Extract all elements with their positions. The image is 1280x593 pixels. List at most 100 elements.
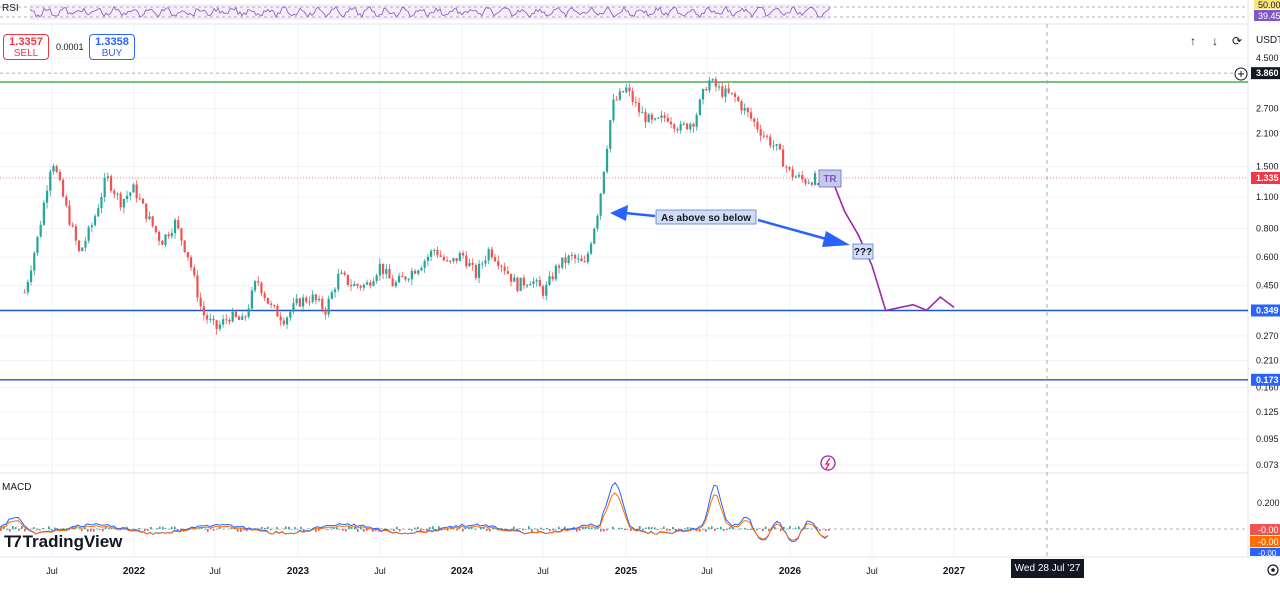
price-tick-8: 0.270 <box>1256 331 1279 341</box>
candle-body <box>247 308 250 317</box>
candle-body <box>324 309 327 315</box>
candle-body <box>743 107 746 111</box>
macd-bar <box>264 527 266 529</box>
macd-bar <box>594 528 596 529</box>
macd-bar <box>606 529 608 531</box>
candle-body <box>740 101 743 111</box>
time-tick-8: Jul <box>701 566 713 576</box>
macd-bar <box>690 527 692 529</box>
candle-body <box>759 129 762 136</box>
candle-body <box>490 249 493 258</box>
candle-body <box>103 178 106 198</box>
macd-bar <box>756 529 758 531</box>
macd-bar <box>483 527 485 529</box>
candle-body <box>557 265 561 268</box>
candle-body <box>695 114 698 127</box>
candle-body <box>157 231 161 241</box>
candle-body <box>769 136 772 146</box>
candle-body <box>337 273 340 290</box>
rsi-pane <box>0 4 1248 20</box>
add-alert-icon[interactable] <box>1234 67 1248 81</box>
arrow-up-icon[interactable]: ↑ <box>1190 34 1196 48</box>
candle-body <box>442 256 445 261</box>
candle-body <box>551 276 554 280</box>
candle-body <box>797 175 801 177</box>
candle-body <box>804 179 807 184</box>
candle-body <box>785 166 788 168</box>
refresh-icon[interactable]: ⟳ <box>1231 34 1243 48</box>
candle-body <box>554 265 557 280</box>
macd-bar <box>276 526 278 529</box>
rsi-value: 39.45 <box>1258 11 1280 21</box>
macd-bar <box>663 526 665 529</box>
macd-bar <box>537 529 539 532</box>
macd-bar <box>363 529 365 532</box>
candle-body <box>413 270 417 274</box>
price-tick-9: 0.210 <box>1256 356 1279 366</box>
candle-body <box>692 123 695 127</box>
candle-body <box>439 255 442 257</box>
candle-body <box>58 171 61 180</box>
price-tick-1: 2.700 <box>1256 103 1279 113</box>
svg-text:TR: TR <box>823 174 837 185</box>
macd-bar <box>567 528 569 529</box>
macd-bar <box>303 529 305 532</box>
candle-body <box>525 285 529 287</box>
macd-value-3: -0.00 <box>1258 549 1277 558</box>
macd-bar <box>102 529 104 532</box>
candle-body <box>119 193 122 208</box>
candle-body <box>170 232 173 237</box>
price-badge-bg-3 <box>1251 373 1280 386</box>
candle-body <box>116 193 119 195</box>
candle-body <box>461 252 465 256</box>
macd-bar <box>546 527 548 529</box>
time-tick-3: 2023 <box>287 566 310 577</box>
candle-body <box>522 277 525 286</box>
candle-body <box>657 117 660 119</box>
macd-bar <box>150 526 152 529</box>
buy-button[interactable]: 1.3358 BUY <box>89 34 135 60</box>
macd-bar <box>351 527 353 529</box>
macd-bar <box>744 527 746 529</box>
sell-button[interactable]: 1.3357 SELL <box>3 34 49 60</box>
candle-body <box>698 99 701 115</box>
macd-bar <box>579 529 581 531</box>
candle-body <box>429 250 433 257</box>
candle-body <box>375 275 378 282</box>
macd-bar <box>360 526 362 529</box>
candle-body <box>362 284 365 288</box>
candle-body <box>253 281 257 291</box>
candle-body <box>199 297 202 307</box>
rsi-title: RSI <box>2 3 19 14</box>
macd-bar <box>468 526 470 529</box>
macd-bar <box>231 526 233 529</box>
macd-bar <box>447 529 449 531</box>
candle-body <box>298 298 301 307</box>
macd-bar <box>339 529 341 530</box>
candle-body <box>225 319 228 321</box>
price-tick-7: 0.450 <box>1256 280 1279 290</box>
candle-body <box>237 316 241 320</box>
arrow-left <box>624 211 656 218</box>
candle-body <box>772 145 775 147</box>
candle-body <box>308 301 311 303</box>
candle-body <box>295 298 298 304</box>
arrow-down-icon[interactable]: ↓ <box>1212 34 1218 48</box>
candle-body <box>647 114 650 123</box>
macd-bar <box>327 529 329 530</box>
macd-bar <box>426 529 428 531</box>
macd-bar <box>657 529 659 530</box>
candle-body <box>420 267 423 271</box>
sell-label: SELL <box>13 48 39 59</box>
candle-body <box>141 198 145 204</box>
macd-bar <box>798 526 800 529</box>
candle-body <box>813 173 817 185</box>
alert-icon[interactable] <box>820 455 836 471</box>
price-badge-2: 0.349 <box>1256 305 1279 315</box>
settings-icon[interactable] <box>1267 564 1279 576</box>
candle-body <box>285 317 289 325</box>
macd-bar <box>639 526 641 529</box>
candle-body <box>628 87 631 92</box>
